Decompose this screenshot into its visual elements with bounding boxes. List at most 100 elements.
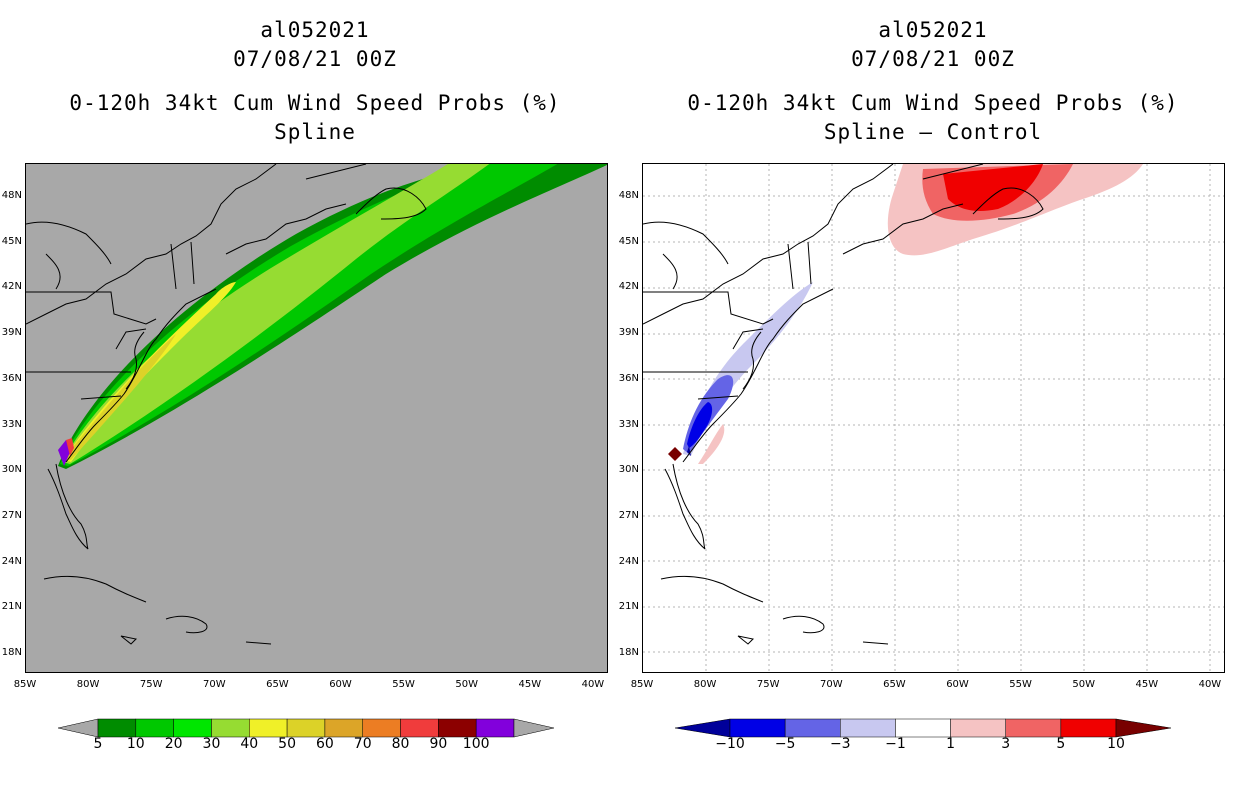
left-colorbar — [58, 718, 554, 738]
right-lon-label: 70W — [819, 679, 843, 690]
left-cbar-label: 20 — [164, 736, 183, 752]
right-cbar-label: 5 — [1056, 736, 1066, 752]
right-lat-label: 30N — [618, 464, 639, 476]
right-coastlines — [643, 164, 1044, 645]
landfall-marker — [668, 447, 682, 461]
left-cbar-label: 5 — [93, 736, 103, 752]
right-lat-label: 18N — [618, 647, 639, 658]
left-lon-label: 70W — [202, 679, 226, 690]
right-cbar-swatch — [950, 718, 1006, 738]
left-lat-label: 30N — [1, 464, 22, 476]
right-storm-id: al052021 — [878, 18, 988, 42]
right-cbar-label: −10 — [715, 736, 745, 752]
right-map-canvas — [643, 164, 1224, 672]
right-lon-label: 85W — [630, 679, 654, 690]
right-cbar-low-end — [675, 718, 731, 738]
right-panel-title: al052021 07/08/21 00Z 0-120h 34kt Cum Wi… — [638, 16, 1228, 147]
right-lon-label: 65W — [883, 679, 906, 690]
right-lat-label: 42N — [618, 281, 639, 293]
left-cbar-swatch — [286, 718, 326, 738]
left-lon-label: 45W — [518, 679, 542, 690]
left-cbar-label: 50 — [278, 736, 296, 752]
left-lat-label: 42N — [1, 281, 22, 293]
right-product: 0-120h 34kt Cum Wind Speed Probs (%) — [687, 91, 1179, 115]
left-cbar-label: 100 — [462, 736, 490, 752]
left-probability-map — [25, 163, 608, 673]
right-cbar-label: 10 — [1107, 736, 1125, 752]
left-lat-label: 45N — [1, 235, 22, 247]
left-cbar-swatch — [475, 718, 515, 738]
left-cbar-low-end — [58, 718, 99, 738]
left-lon-label: 40W — [581, 679, 605, 690]
right-lon-label: 80W — [693, 679, 717, 690]
swath-5pct — [58, 164, 607, 469]
right-cbar-swatch — [784, 718, 841, 738]
right-cbar-label: −1 — [885, 736, 906, 752]
left-lon-label: 65W — [266, 679, 289, 690]
right-cbar-label: 3 — [1001, 736, 1011, 752]
left-lat-label: 18N — [1, 647, 22, 658]
left-lat-label: 24N — [1, 555, 22, 567]
right-cbar-swatch — [895, 718, 951, 738]
left-map-canvas — [26, 164, 607, 645]
left-cbar-swatch — [211, 718, 250, 738]
left-cbar-swatch — [438, 718, 477, 738]
swath-10pct — [60, 164, 558, 466]
left-cbar-label: 80 — [391, 736, 410, 752]
landfall-80pct — [66, 438, 74, 456]
left-cbar-label: 60 — [315, 736, 334, 752]
right-difference-map — [642, 163, 1225, 673]
left-cbar-high-end — [513, 718, 554, 738]
right-variant: Spline – Control — [823, 120, 1043, 144]
left-variant: Spline — [274, 120, 356, 144]
right-cbar-swatch — [1005, 718, 1062, 738]
left-lat-label: 36N — [1, 372, 22, 384]
right-lat-label: 36N — [618, 372, 639, 384]
diff-neg-5 — [687, 402, 713, 448]
left-lon-label: 50W — [455, 679, 478, 690]
left-cbar-label: 90 — [429, 736, 448, 752]
left-lat-label: 39N — [1, 327, 22, 339]
left-lat-label: 21N — [1, 601, 22, 613]
diff-pos-5 — [943, 164, 1043, 211]
right-gridlines — [643, 164, 1224, 672]
left-cbar-swatch — [173, 718, 212, 738]
left-lon-label: 85W — [13, 679, 37, 690]
left-cbar-swatch — [249, 718, 288, 738]
right-lon-label: 55W — [1009, 679, 1032, 690]
left-colorbar-swatches — [58, 718, 554, 738]
left-cbar-label: 10 — [126, 736, 145, 752]
right-cbar-swatch — [840, 718, 896, 738]
left-cbar-swatch — [362, 718, 401, 738]
right-lat-label: 21N — [618, 601, 639, 613]
right-lat-label: 24N — [618, 555, 639, 567]
left-product: 0-120h 34kt Cum Wind Speed Probs (%) — [69, 91, 561, 115]
right-cbar-swatch — [1060, 718, 1117, 738]
right-lat-label: 39N — [618, 327, 639, 339]
right-lon-label: 75W — [756, 679, 780, 690]
right-cbar-high-end — [1115, 718, 1171, 738]
right-cbar-label: 1 — [946, 736, 956, 752]
left-panel-title: al052021 07/08/21 00Z 0-120h 34kt Cum Wi… — [20, 16, 610, 147]
swath-20pct — [62, 164, 490, 464]
right-lat-label: 27N — [618, 509, 639, 521]
diff-pos-coastal — [698, 424, 725, 464]
right-datetime: 07/08/21 00Z — [851, 47, 1015, 71]
diff-neg-1 — [683, 282, 813, 456]
left-lat-label: 27N — [1, 509, 22, 521]
left-cbar-label: 30 — [202, 736, 221, 752]
right-lon-label: 40W — [1198, 679, 1222, 690]
right-lon-label: 50W — [1072, 679, 1095, 690]
right-cbar-label: −3 — [829, 736, 851, 752]
left-cbar-swatch — [135, 718, 174, 738]
left-lon-label: 60W — [329, 679, 352, 690]
left-cbar-swatch — [324, 718, 363, 738]
left-cbar-swatch — [97, 718, 137, 738]
right-lon-label: 45W — [1135, 679, 1159, 690]
left-lat-label: 33N — [1, 418, 22, 430]
left-lon-label: 75W — [139, 679, 163, 690]
right-colorbar-swatches — [675, 718, 1171, 738]
left-storm-id: al052021 — [260, 18, 370, 42]
left-lon-label: 80W — [76, 679, 100, 690]
right-lat-label: 33N — [618, 418, 639, 430]
